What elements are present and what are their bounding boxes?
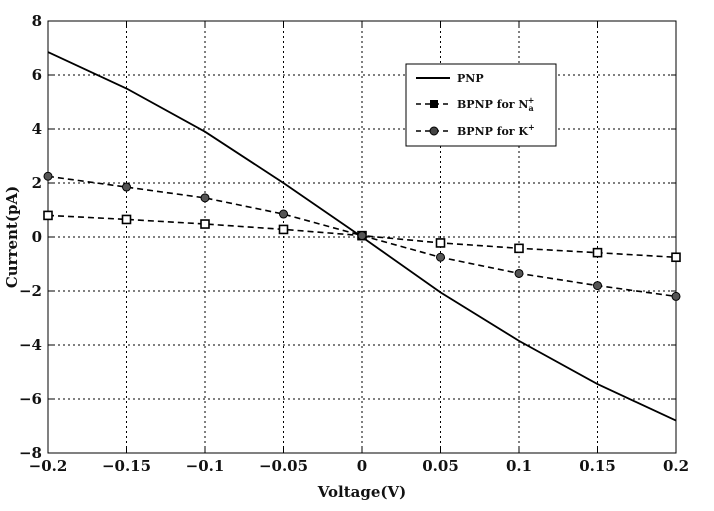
y-tick-label: −6 [19,390,42,408]
legend-label-bpnp-na-sub: a [528,103,533,113]
x-tick-label: −0.15 [102,457,151,475]
data-point-circle [436,252,445,262]
legend-marker-square [430,100,438,108]
x-tick-label: 0.15 [579,457,616,475]
legend-label-bpnp-k: BPNP for K+ [457,122,535,138]
data-point-circle [279,209,288,219]
data-point-circle [671,291,681,301]
data-point-circle [43,171,53,181]
data-point-circle [122,182,131,192]
y-tick-label: −2 [19,282,42,300]
x-tick-label: 0 [357,457,367,475]
tick-labels: −0.2 −0.15 −0.1 −0.05 0 0.05 0.1 0.15 0.2 −8 −6 −4 −… [19,12,689,475]
data-point-square [278,224,289,235]
data-point-square [121,214,132,225]
data-point-square [200,219,210,229]
x-tick-label: 0.1 [506,457,532,475]
data-point-circle [514,268,524,278]
legend-marker-circle [429,126,439,136]
data-point-square [592,247,603,258]
y-tick-label: 4 [32,120,42,138]
data-point-circle [593,281,602,291]
y-tick-label: 8 [32,12,42,30]
x-tick-label: 0.05 [422,457,459,475]
x-axis-title: Voltage(V) [317,483,406,501]
data-point-circle [200,193,210,203]
data-point-circle [357,231,367,241]
y-tick-label: 6 [32,66,42,84]
y-tick-label: 0 [32,228,42,246]
legend-label-bpnp-na: BPNP for Na+ [457,95,534,113]
y-tick-label: −4 [19,336,42,354]
x-tick-label: −0.2 [29,457,68,475]
legend-label-pnp: PNP [457,72,484,85]
data-point-square [435,238,446,248]
legend-label-bpnp-k-sup: + [528,122,535,132]
data-point-square [43,210,53,221]
data-point-square [514,243,524,254]
legend-label-bpnp-na-sup: + [528,95,535,105]
axis-ticks [47,20,677,454]
x-tick-label: −0.1 [186,457,225,475]
y-axis-title: Current(pA) [3,186,21,288]
series-layer [43,51,681,422]
x-tick-label: −0.05 [259,457,308,475]
legend: PNP BPNP for Na+ BPNP for K+ [405,63,557,147]
legend-label-bpnp-k-base: BPNP for K [457,125,528,138]
y-tick-label: 2 [32,174,42,192]
x-tick-label: 0.2 [663,457,689,475]
legend-label-bpnp-na-base: BPNP for N [457,98,528,111]
data-point-square [671,252,681,263]
y-tick-label: −8 [19,444,42,462]
